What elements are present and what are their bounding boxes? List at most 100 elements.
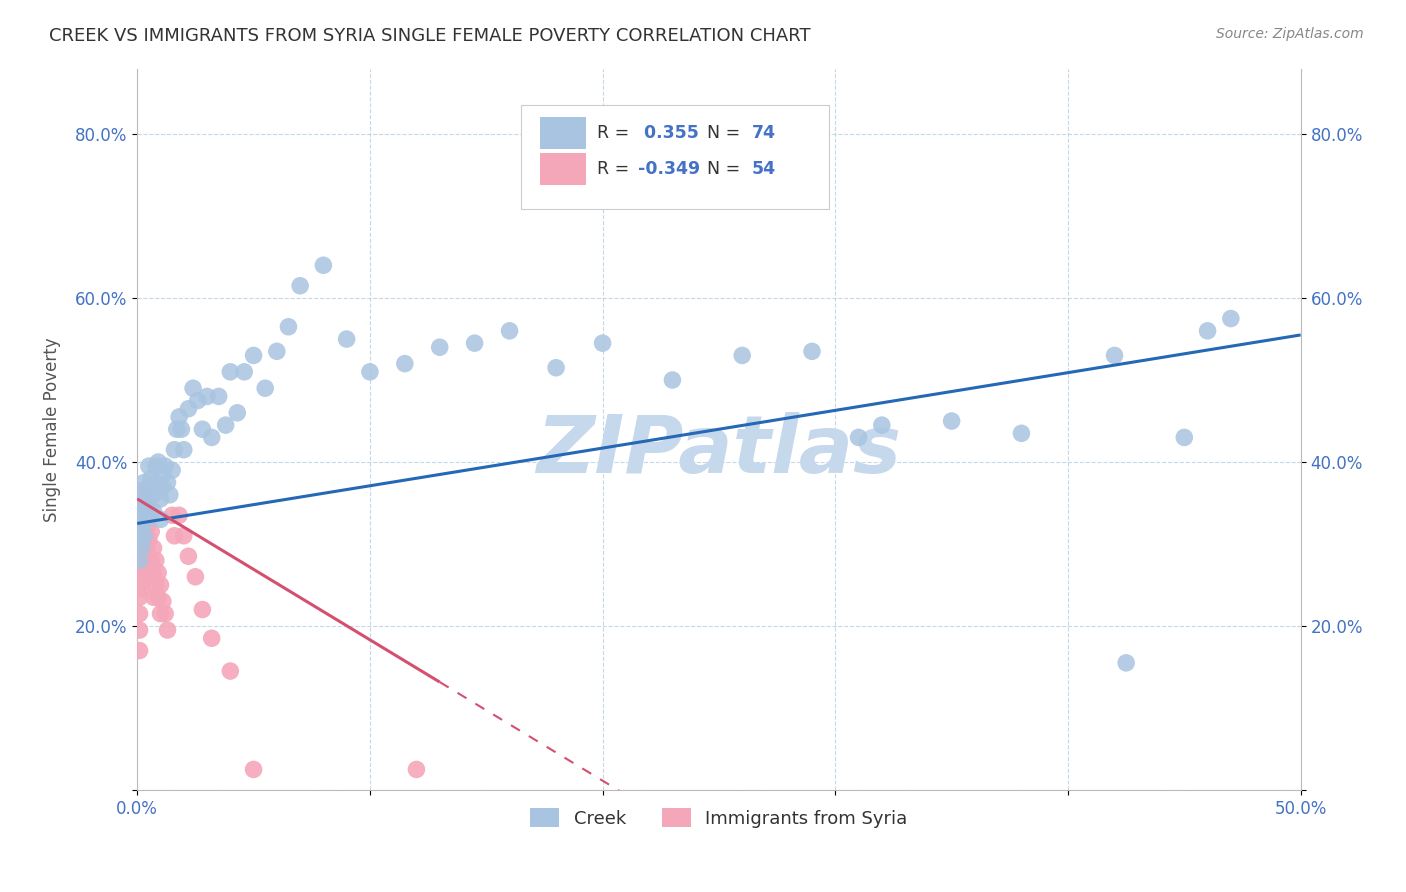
Point bbox=[464, 336, 486, 351]
Point bbox=[153, 459, 176, 474]
Point bbox=[131, 582, 153, 596]
Point bbox=[277, 319, 299, 334]
Point bbox=[312, 258, 335, 272]
Point bbox=[394, 357, 416, 371]
Point bbox=[145, 578, 167, 592]
Point bbox=[146, 566, 169, 580]
Point bbox=[214, 418, 236, 433]
Point bbox=[177, 401, 200, 416]
Point bbox=[156, 623, 179, 637]
Point bbox=[146, 480, 169, 494]
Point bbox=[288, 278, 311, 293]
Point bbox=[498, 324, 520, 338]
Point bbox=[142, 566, 165, 580]
Point bbox=[1173, 430, 1195, 444]
Text: R =: R = bbox=[596, 124, 634, 142]
Point bbox=[173, 442, 195, 457]
Point bbox=[156, 475, 179, 490]
Text: N =: N = bbox=[696, 124, 745, 142]
Point bbox=[1010, 426, 1032, 441]
Point bbox=[1115, 656, 1137, 670]
Point bbox=[219, 664, 242, 678]
Point bbox=[661, 373, 683, 387]
Point bbox=[131, 541, 153, 555]
Point bbox=[135, 500, 157, 514]
Point bbox=[131, 520, 153, 534]
Point bbox=[131, 541, 153, 555]
Point bbox=[152, 594, 174, 608]
Point bbox=[848, 430, 870, 444]
Point bbox=[128, 623, 150, 637]
Point bbox=[941, 414, 963, 428]
Point bbox=[201, 632, 224, 646]
Point bbox=[134, 475, 156, 490]
Point bbox=[135, 541, 157, 555]
Point bbox=[134, 529, 156, 543]
Text: CREEK VS IMMIGRANTS FROM SYRIA SINGLE FEMALE POVERTY CORRELATION CHART: CREEK VS IMMIGRANTS FROM SYRIA SINGLE FE… bbox=[49, 27, 811, 45]
Point bbox=[141, 553, 163, 567]
Point bbox=[138, 512, 160, 526]
Point bbox=[544, 360, 567, 375]
Point bbox=[131, 496, 153, 510]
Point bbox=[128, 545, 150, 559]
Point bbox=[145, 459, 167, 474]
Point bbox=[142, 541, 165, 555]
Point bbox=[135, 520, 157, 534]
Point bbox=[131, 483, 153, 498]
Point bbox=[128, 643, 150, 657]
Text: R =: R = bbox=[596, 160, 634, 178]
Point bbox=[128, 591, 150, 605]
Point bbox=[135, 512, 157, 526]
Point bbox=[153, 607, 176, 621]
Point bbox=[145, 553, 167, 567]
Point bbox=[128, 607, 150, 621]
Point bbox=[170, 422, 193, 436]
Point bbox=[134, 574, 156, 588]
Point bbox=[128, 558, 150, 572]
Point bbox=[141, 524, 163, 539]
Point bbox=[152, 467, 174, 482]
Point bbox=[128, 533, 150, 547]
Point bbox=[149, 607, 172, 621]
Point bbox=[138, 533, 160, 547]
Point bbox=[429, 340, 451, 354]
Point bbox=[135, 566, 157, 580]
Point bbox=[163, 529, 186, 543]
Point bbox=[160, 463, 183, 477]
Y-axis label: Single Female Poverty: Single Female Poverty bbox=[44, 337, 60, 522]
Point bbox=[1197, 324, 1219, 338]
Point bbox=[142, 591, 165, 605]
Point bbox=[131, 561, 153, 575]
Point bbox=[149, 578, 172, 592]
Point bbox=[146, 455, 169, 469]
Point bbox=[128, 533, 150, 547]
Legend: Creek, Immigrants from Syria: Creek, Immigrants from Syria bbox=[523, 801, 915, 835]
Point bbox=[592, 336, 614, 351]
Point bbox=[166, 422, 188, 436]
Point bbox=[201, 430, 224, 444]
Point bbox=[405, 763, 427, 777]
FancyBboxPatch shape bbox=[540, 117, 586, 149]
Point bbox=[138, 459, 160, 474]
FancyBboxPatch shape bbox=[522, 104, 830, 210]
Text: -0.349: -0.349 bbox=[637, 160, 700, 178]
Point bbox=[134, 491, 156, 506]
Point bbox=[1104, 348, 1126, 362]
Point bbox=[149, 491, 172, 506]
Point bbox=[191, 602, 214, 616]
FancyBboxPatch shape bbox=[540, 153, 586, 185]
Point bbox=[138, 561, 160, 575]
Point bbox=[131, 504, 153, 518]
Point bbox=[731, 348, 754, 362]
Point bbox=[128, 578, 150, 592]
Point bbox=[359, 365, 381, 379]
Point bbox=[131, 488, 153, 502]
Point bbox=[173, 529, 195, 543]
Point bbox=[226, 406, 249, 420]
Point bbox=[187, 393, 209, 408]
Point bbox=[336, 332, 359, 346]
Point bbox=[145, 475, 167, 490]
Text: 54: 54 bbox=[752, 160, 776, 178]
Point bbox=[195, 389, 218, 403]
Point bbox=[142, 504, 165, 518]
